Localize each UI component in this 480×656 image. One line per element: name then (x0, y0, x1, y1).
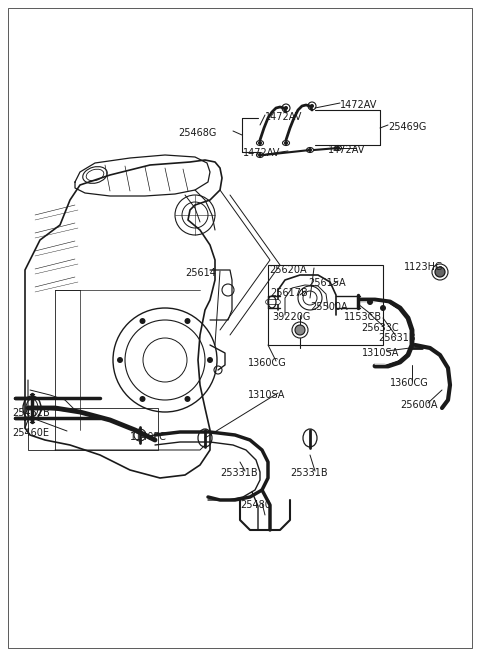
Text: 1310SA: 1310SA (362, 348, 399, 358)
Circle shape (184, 396, 191, 402)
Text: 1472AV: 1472AV (340, 100, 377, 110)
Circle shape (367, 299, 373, 305)
Text: 25631B: 25631B (378, 333, 416, 343)
Text: 25469G: 25469G (388, 122, 426, 132)
Circle shape (435, 267, 445, 277)
Circle shape (258, 141, 262, 145)
Text: 25331B: 25331B (290, 468, 328, 478)
Circle shape (284, 106, 288, 110)
Circle shape (140, 396, 145, 402)
Text: 25617B: 25617B (270, 288, 308, 298)
Text: 1472AV: 1472AV (243, 148, 280, 158)
Circle shape (284, 141, 288, 145)
Circle shape (336, 146, 340, 150)
Text: 1310SA: 1310SA (248, 390, 286, 400)
Text: 25500A: 25500A (310, 302, 348, 312)
Text: 25620A: 25620A (269, 265, 307, 275)
Text: 25615A: 25615A (308, 278, 346, 288)
Text: 25462B: 25462B (12, 408, 50, 418)
Text: 39220G: 39220G (272, 312, 311, 322)
Circle shape (184, 318, 191, 324)
Text: 1472AV: 1472AV (265, 112, 302, 122)
Circle shape (380, 305, 386, 311)
Text: 25460E: 25460E (12, 428, 49, 438)
Circle shape (140, 318, 145, 324)
Bar (268, 265, 383, 345)
Text: 25600A: 25600A (400, 400, 437, 410)
Circle shape (295, 325, 305, 335)
Text: 25331B: 25331B (220, 468, 258, 478)
Text: 1472AV: 1472AV (328, 145, 365, 155)
Text: 25614: 25614 (185, 268, 216, 278)
Circle shape (258, 153, 262, 157)
Bar (28, 408, 158, 450)
Text: 1140FC: 1140FC (130, 432, 167, 442)
Circle shape (207, 357, 213, 363)
Text: 1153CB: 1153CB (344, 312, 382, 322)
Text: 1360CG: 1360CG (248, 358, 287, 368)
Text: 1123HG: 1123HG (404, 262, 444, 272)
Text: 1360CG: 1360CG (390, 378, 429, 388)
Text: 25468G: 25468G (178, 128, 216, 138)
Circle shape (310, 104, 314, 108)
Circle shape (117, 357, 123, 363)
Text: 25633C: 25633C (361, 323, 398, 333)
Text: 25480: 25480 (240, 500, 271, 510)
Circle shape (308, 148, 312, 152)
